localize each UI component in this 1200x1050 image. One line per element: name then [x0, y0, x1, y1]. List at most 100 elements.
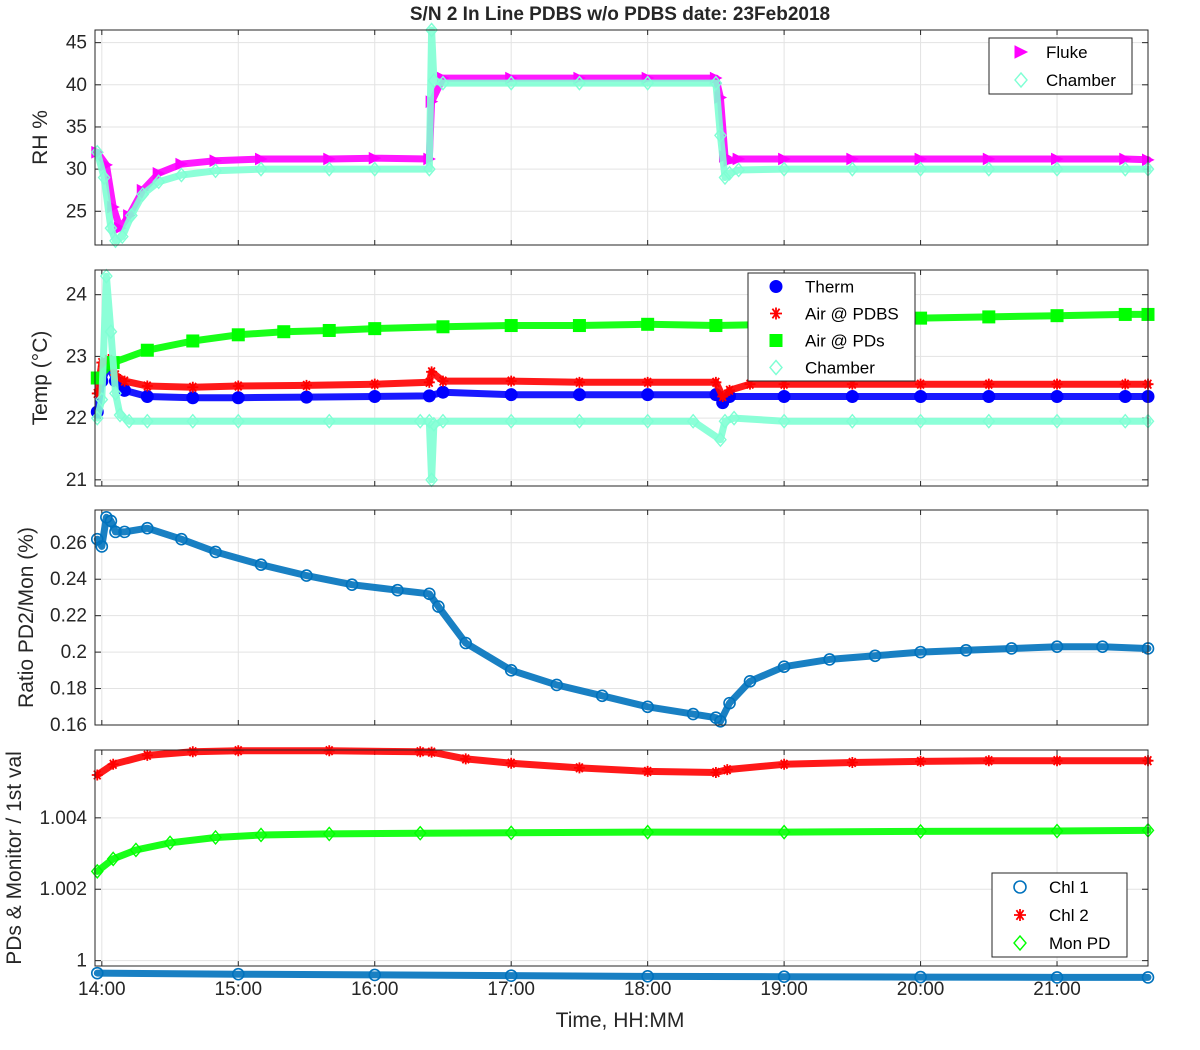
data-point	[140, 413, 154, 429]
y-axis-label: PDs & Monitor / 1st val	[3, 751, 26, 965]
data-point	[422, 389, 436, 403]
data-point	[368, 322, 382, 336]
legend-label: Air @ PDs	[805, 332, 885, 351]
data-point	[823, 653, 836, 666]
data-point	[641, 317, 655, 331]
data-point	[723, 165, 736, 181]
data-point	[777, 413, 791, 429]
data-point	[460, 753, 472, 765]
data-point	[710, 766, 722, 778]
data-point	[983, 755, 995, 767]
subplot-1: 25 30 35 40 45 RH % Fluke Chamber	[29, 22, 1155, 249]
data-point	[721, 764, 733, 776]
data-point	[743, 674, 757, 688]
legend-marker	[769, 359, 783, 376]
data-point	[845, 390, 859, 404]
data-point	[1005, 642, 1018, 655]
x-tick-label: 19:00	[760, 979, 808, 1000]
data-point	[90, 410, 104, 426]
data-point	[140, 343, 154, 357]
data-point	[1141, 971, 1155, 984]
data-point	[714, 715, 727, 728]
data-point	[573, 413, 586, 429]
data-point	[391, 583, 404, 597]
y-tick-label: 0.26	[50, 533, 87, 554]
legend-box	[988, 37, 1133, 95]
data-point	[642, 765, 654, 777]
data-point	[982, 413, 996, 429]
data-point	[90, 966, 104, 980]
data-point	[959, 643, 973, 657]
data-point	[723, 696, 736, 710]
data-point	[641, 75, 655, 91]
data-point	[914, 970, 927, 984]
data-point	[641, 388, 655, 402]
x-axis-label: Time, HH:MM	[556, 1009, 685, 1032]
data-point	[106, 851, 120, 867]
data-point	[254, 827, 268, 843]
data-point	[109, 385, 122, 402]
data-point	[777, 161, 791, 177]
legend-marker	[769, 334, 783, 347]
data-point	[777, 970, 791, 984]
data-point	[231, 391, 245, 405]
x-tick-label: 17:00	[487, 979, 535, 1000]
data-point	[136, 186, 150, 202]
series-ratio	[90, 510, 1155, 728]
data-point	[368, 390, 382, 404]
subplot-3: 0.16 0.18 0.2 0.22 0.24 0.26 Ratio PD2/Mon (%)	[15, 509, 1155, 736]
data-point	[423, 587, 436, 601]
data-point	[846, 378, 858, 390]
y-tick-label: 25	[66, 201, 87, 222]
series-mon-pd	[90, 822, 1155, 879]
data-point	[186, 413, 200, 429]
series-chl-2	[91, 745, 1154, 781]
data-point	[718, 169, 732, 186]
axes-box	[94, 29, 1149, 246]
data-point	[727, 410, 741, 426]
data-point	[573, 376, 585, 388]
data-point	[231, 967, 245, 981]
data-point	[1050, 161, 1064, 177]
legend-marker	[1014, 45, 1029, 59]
data-point	[175, 167, 188, 183]
legend: Therm Air @ PDBS Air @ PDs Chamber	[747, 272, 916, 382]
y-axis-label: Ratio PD2/Mon (%)	[15, 527, 38, 708]
data-point	[709, 319, 723, 333]
series-line	[93, 747, 1152, 779]
plot-area	[95, 270, 1148, 486]
data-point	[1118, 413, 1132, 429]
data-point	[129, 842, 143, 858]
legend-label: Chl 1	[1049, 878, 1089, 897]
series-chamber	[90, 268, 1155, 488]
legend-label: Mon PD	[1049, 934, 1110, 953]
data-point	[504, 413, 518, 429]
data-point	[1096, 640, 1109, 653]
data-point	[595, 689, 609, 703]
subplots: 25 30 35 40 45 RH % Fluke Chamber 21 22 23 24 Temp (…	[3, 22, 1155, 1000]
plot-area	[95, 30, 1148, 245]
data-point	[175, 157, 189, 171]
legend-marker	[770, 307, 782, 320]
series-therm	[90, 359, 1155, 419]
data-point	[1118, 390, 1132, 404]
data-point	[641, 970, 654, 983]
legend-label: Therm	[805, 278, 854, 297]
data-point	[437, 375, 449, 387]
y-tick-label: 30	[66, 159, 87, 180]
legend-label: Chamber	[805, 359, 875, 378]
data-point	[91, 387, 103, 399]
data-point	[422, 161, 436, 177]
data-point	[140, 390, 154, 404]
axes-box	[94, 269, 1149, 487]
data-point	[778, 758, 790, 770]
data-point	[231, 328, 245, 342]
data-point	[982, 390, 996, 404]
data-point	[163, 835, 177, 851]
data-point	[254, 558, 268, 571]
data-point	[300, 569, 313, 582]
y-tick-label: 0.18	[50, 679, 87, 700]
data-point	[915, 755, 927, 767]
data-point	[714, 127, 727, 143]
